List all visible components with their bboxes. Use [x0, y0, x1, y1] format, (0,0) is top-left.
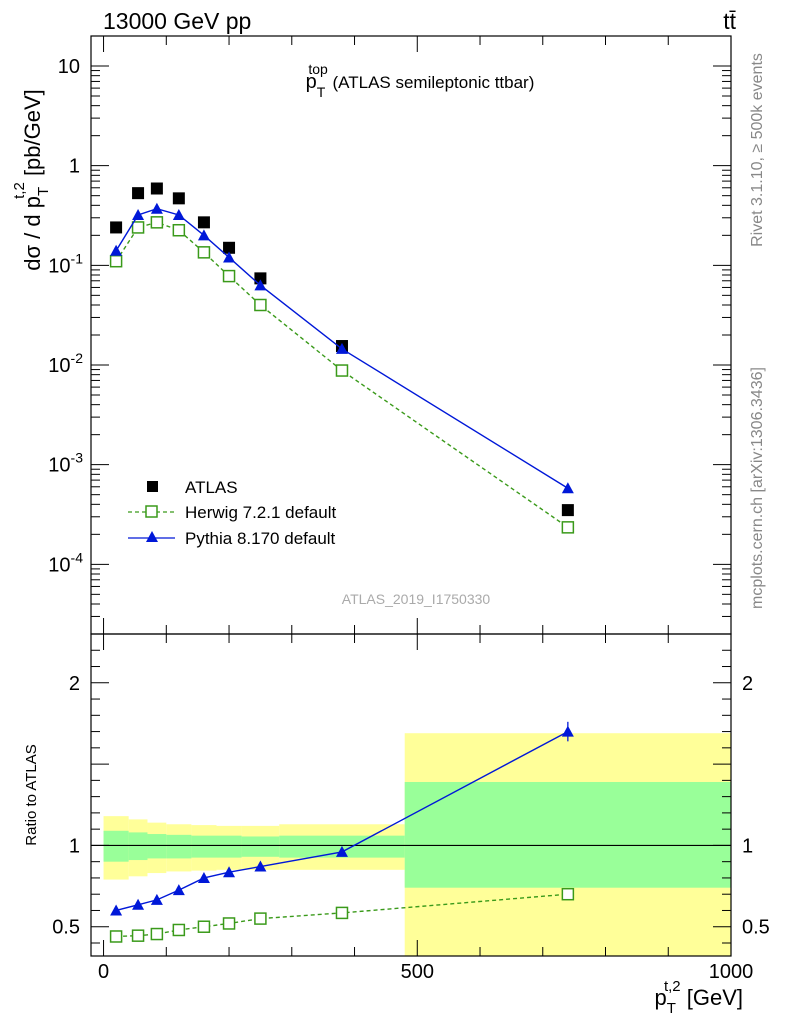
main-point-atlas: [110, 221, 123, 234]
ratio-point-herwig: [197, 920, 211, 933]
main-y-tick-label: 10-4: [48, 549, 83, 576]
main-point-atlas: [197, 216, 210, 229]
main-point-pythia: [254, 279, 267, 291]
main-plot-area: [109, 182, 575, 534]
legend-entry-atlas: ATLAS: [147, 478, 238, 497]
ratio-point-herwig: [150, 927, 164, 941]
ratio-y-axis-label: Ratio to ATLAS: [23, 744, 40, 845]
ratio-band-stat: [166, 834, 192, 859]
y-axis-label: dσ / d pTt,2 [pb/GeV]: [11, 89, 52, 271]
main-point-herwig: [172, 223, 186, 237]
ratio-y-tick-label-right: 1: [742, 835, 753, 857]
energy-label: 13000 GeV pp: [103, 8, 251, 34]
main-point-pythia: [132, 208, 145, 220]
plot-title: pTtop (ATLAS semileptonic ttbar): [306, 61, 535, 100]
main-y-tick-label: 1: [69, 156, 80, 178]
main-point-herwig: [131, 221, 145, 234]
main-point-atlas: [132, 187, 145, 200]
ratio-point-herwig: [222, 917, 236, 930]
main-point-herwig: [109, 254, 123, 268]
ratio-point-herwig: [254, 912, 267, 925]
main-point-herwig: [561, 521, 575, 534]
ratio-y-tick-label-left: 1: [69, 835, 80, 857]
legend-label-herwig: Herwig 7.2.1 default: [185, 503, 336, 522]
ratio-point-pythia: [561, 725, 574, 737]
legend-label-atlas: ATLAS: [185, 478, 238, 497]
process-label: tt̄: [723, 8, 736, 34]
main-axes: 10 1 10-1 10-2 10-3 10-4: [48, 35, 732, 635]
ratio-band-stat: [147, 834, 167, 859]
main-point-pythia: [110, 244, 123, 256]
x-tick-label: 1000: [709, 961, 754, 983]
main-point-atlas: [150, 182, 163, 195]
ratio-point-herwig: [131, 929, 145, 942]
ratio-band-stat: [404, 781, 731, 888]
main-y-tick-label: 10-3: [48, 450, 83, 477]
ratio-band-stat: [128, 832, 148, 861]
main-point-herwig: [254, 298, 267, 312]
ratio-band-stat: [191, 835, 217, 858]
main-point-pythia: [172, 208, 185, 220]
analysis-id-watermark: ATLAS_2019_I1750330: [342, 591, 491, 607]
mcplots-label: mcplots.cern.ch [arXiv:1306.3436]: [749, 367, 766, 609]
legend-marker-atlas: [147, 481, 158, 492]
ratio-y-tick-label-right: 2: [742, 673, 753, 695]
ratio-point-herwig: [561, 887, 575, 901]
ratio-point-herwig: [335, 906, 349, 920]
main-point-pythia: [335, 342, 348, 354]
x-axis-label: pTt,2 [GeV]: [655, 978, 743, 1017]
main-point-atlas: [172, 192, 185, 205]
ratio-point-pythia: [223, 866, 236, 878]
main-point-atlas: [561, 504, 574, 517]
x-tick-label: 0: [98, 961, 109, 983]
ratio-panel-frame: [90, 633, 732, 957]
ratio-point-pythia: [335, 845, 348, 857]
main-point-atlas: [254, 272, 267, 285]
main-y-tick-label: 10-2: [48, 350, 83, 377]
main-y-tick-label: 10: [58, 56, 80, 78]
legend-entry-herwig: Herwig 7.2.1 default: [128, 503, 336, 522]
legend-label-pythia: Pythia 8.170 default: [185, 529, 336, 548]
ratio-band-stat: [103, 830, 129, 862]
x-tick-label: 500: [401, 961, 434, 983]
ratio-point-herwig: [109, 930, 123, 943]
ratio-point-pythia: [110, 904, 123, 916]
ratio-y-tick-label-right: 0.5: [742, 917, 770, 939]
main-y-tick-label: 10-1: [48, 250, 83, 277]
ratio-band-stat: [241, 836, 280, 857]
main-point-pythia: [223, 251, 236, 263]
rivet-version-label: Rivet 3.1.10, ≥ 500k events: [749, 53, 766, 247]
ratio-point-pythia: [172, 884, 185, 896]
main-point-herwig: [335, 364, 349, 377]
main-point-atlas: [223, 241, 236, 254]
ratio-y-tick-label-left: 0.5: [52, 917, 80, 939]
ratio-line-herwig: [116, 893, 568, 938]
main-point-herwig: [197, 246, 211, 259]
ratio-point-herwig: [172, 923, 186, 937]
ratio-y-tick-label-left: 2: [69, 673, 80, 695]
ratio-point-pythia: [150, 893, 163, 905]
ratio-band-stat: [216, 835, 242, 858]
main-point-pythia: [197, 229, 210, 241]
ratio-plot-area: [91, 721, 731, 956]
legend: ATLAS Herwig 7.2.1 default Pythia 8.170 …: [128, 478, 336, 548]
legend-entry-pythia: Pythia 8.170 default: [128, 529, 336, 548]
ratio-point-pythia: [132, 898, 145, 910]
legend-marker-pythia: [146, 531, 158, 542]
main-point-pythia: [150, 202, 163, 214]
ratio-axes: 0 500 1000 0.5 0.5 1 1 2 2: [52, 634, 770, 983]
main-point-herwig: [222, 269, 236, 283]
main-point-pythia: [561, 482, 574, 494]
ratio-point-pythia: [254, 860, 267, 872]
main-point-herwig: [150, 216, 164, 229]
legend-marker-herwig: [145, 505, 158, 518]
ratio-point-pythia: [197, 871, 210, 883]
